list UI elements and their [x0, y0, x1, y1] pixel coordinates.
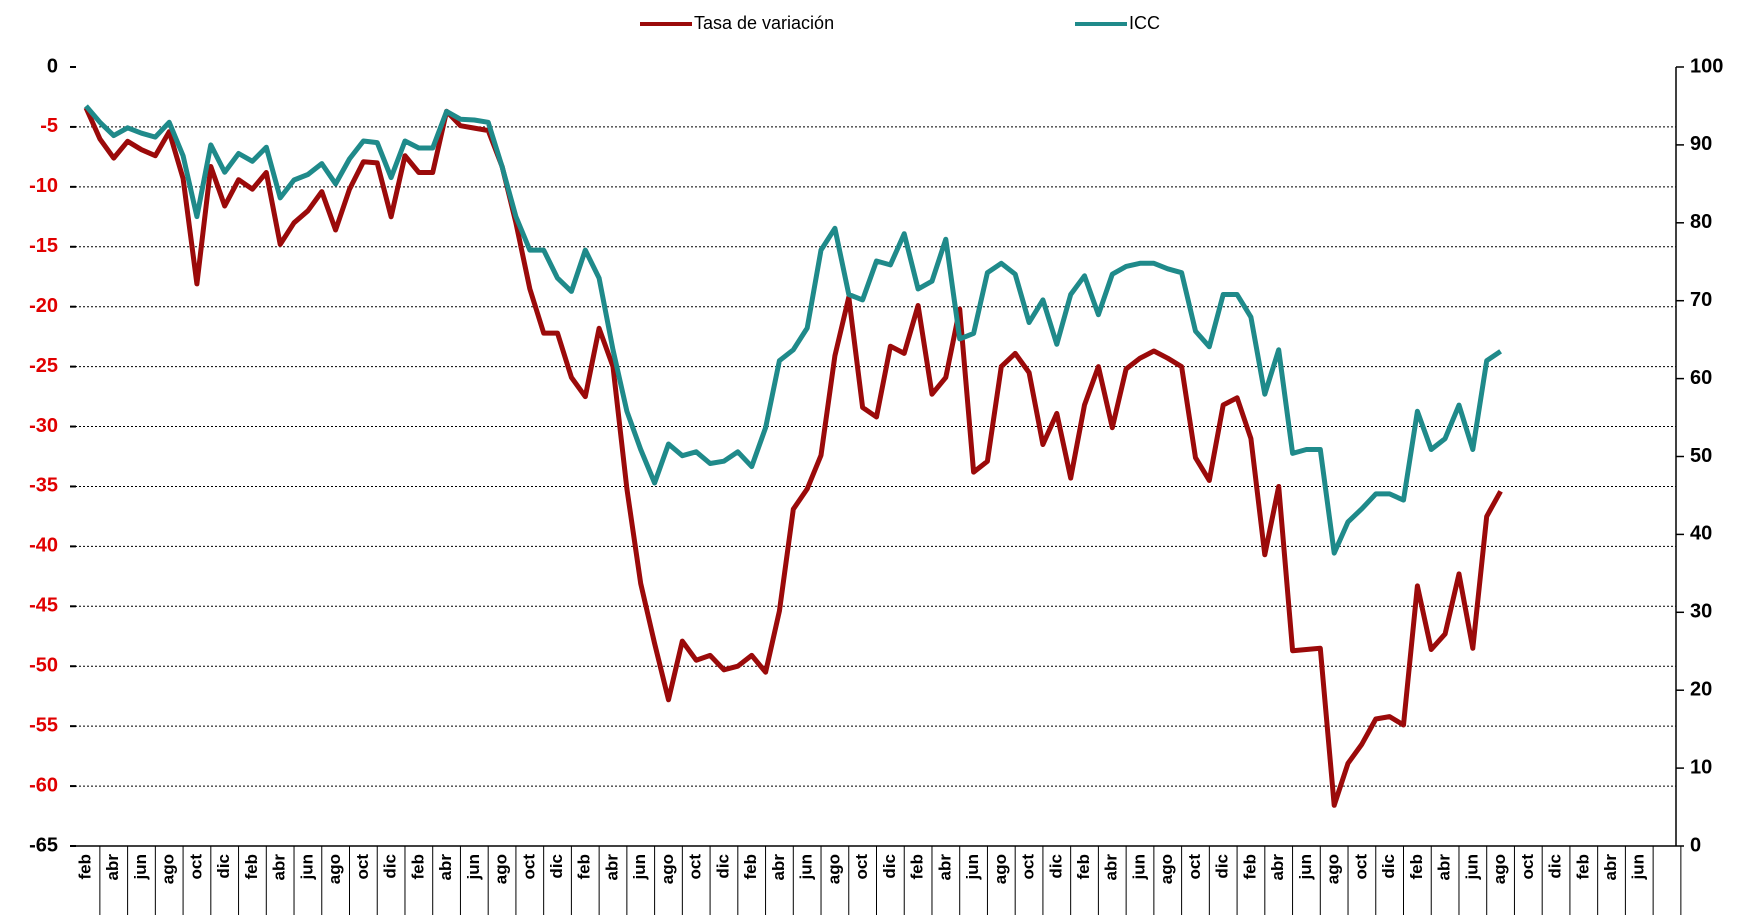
- x-tick-label: ago: [991, 854, 1010, 884]
- x-tick-label: ago: [1157, 854, 1176, 884]
- x-tick-label: oct: [1351, 854, 1370, 880]
- y-tick-label: -30: [29, 415, 58, 437]
- x-tick-label: ago: [824, 854, 843, 884]
- x-tick-label: abr: [270, 854, 289, 881]
- y-tick-label: -65: [29, 834, 58, 856]
- y-tick-label: -15: [29, 235, 58, 257]
- x-tick-label: oct: [1185, 854, 1204, 880]
- x-tick-label: dic: [880, 854, 899, 879]
- x-tick-label: jun: [1296, 854, 1315, 881]
- x-tick-label: abr: [103, 854, 122, 881]
- x-tick-label: jun: [797, 854, 816, 881]
- y2-tick-label: 80: [1690, 211, 1712, 233]
- x-tick-label: feb: [1074, 854, 1093, 880]
- x-tick-label: ago: [1490, 854, 1509, 884]
- y-tick-label: -55: [29, 714, 58, 736]
- legend-label: Tasa de variación: [694, 13, 834, 33]
- y2-tick-label: 100: [1690, 55, 1723, 77]
- x-tick-label: dic: [1046, 854, 1065, 879]
- x-tick-label: dic: [1546, 854, 1565, 879]
- x-tick-label: dic: [1213, 854, 1232, 879]
- y2-tick-label: 20: [1690, 678, 1712, 700]
- x-tick-label: abr: [1601, 854, 1620, 881]
- x-tick-label: abr: [1268, 854, 1287, 881]
- y2-tick-label: 70: [1690, 289, 1712, 311]
- y-tick-label: -10: [29, 175, 58, 197]
- x-tick-label: feb: [1573, 854, 1592, 880]
- x-tick-label: jun: [297, 854, 316, 881]
- y2-tick-label: 30: [1690, 601, 1712, 623]
- y-tick-label: -20: [29, 295, 58, 317]
- x-tick-label: abr: [436, 854, 455, 881]
- y-tick-label: -60: [29, 774, 58, 796]
- x-tick-label: jun: [1462, 854, 1481, 881]
- x-tick-label: oct: [186, 854, 205, 880]
- y-tick-label: -45: [29, 595, 58, 617]
- x-tick-label: jun: [131, 854, 150, 881]
- y-tick-label: -35: [29, 475, 58, 497]
- x-tick-label: ago: [658, 854, 677, 884]
- y-tick-label: 0: [47, 55, 58, 77]
- x-tick-label: feb: [908, 854, 927, 880]
- x-tick-label: jun: [464, 854, 483, 881]
- series-line: [84, 104, 1503, 556]
- x-tick-label: abr: [602, 854, 621, 881]
- legend-label: ICC: [1129, 13, 1160, 33]
- x-tick-label: dic: [1379, 854, 1398, 879]
- x-tick-label: oct: [353, 854, 372, 880]
- series-line: [83, 106, 1503, 808]
- x-tick-label: dic: [381, 854, 400, 879]
- x-tick-label: dic: [713, 854, 732, 879]
- y2-tick-label: 40: [1690, 523, 1712, 545]
- x-tick-label: ago: [1324, 854, 1343, 884]
- x-tick-label: abr: [935, 854, 954, 881]
- x-tick-label: feb: [1407, 854, 1426, 880]
- x-tick-label: jun: [963, 854, 982, 881]
- x-tick-label: oct: [686, 854, 705, 880]
- y2-tick-label: 90: [1690, 133, 1712, 155]
- x-tick-label: feb: [75, 854, 94, 880]
- x-tick-label: feb: [1240, 854, 1259, 880]
- x-tick-label: feb: [408, 854, 427, 880]
- x-tick-label: abr: [1435, 854, 1454, 881]
- x-tick-label: ago: [325, 854, 344, 884]
- x-tick-label: feb: [741, 854, 760, 880]
- x-tick-label: oct: [852, 854, 871, 880]
- y-tick-label: -40: [29, 535, 58, 557]
- x-tick-label: feb: [242, 854, 261, 880]
- y2-tick-label: 0: [1690, 834, 1701, 856]
- x-tick-label: dic: [214, 854, 233, 879]
- y2-tick-label: 10: [1690, 756, 1712, 778]
- y-tick-label: -5: [40, 115, 58, 137]
- x-tick-label: feb: [575, 854, 594, 880]
- x-tick-label: oct: [1019, 854, 1038, 880]
- y-tick-label: -25: [29, 355, 58, 377]
- x-tick-label: jun: [630, 854, 649, 881]
- x-tick-label: abr: [1102, 854, 1121, 881]
- x-tick-label: ago: [492, 854, 511, 884]
- x-tick-label: abr: [769, 854, 788, 881]
- y2-tick-label: 50: [1690, 445, 1712, 467]
- x-tick-label: oct: [519, 854, 538, 880]
- x-tick-label: ago: [159, 854, 178, 884]
- x-tick-label: dic: [547, 854, 566, 879]
- y2-tick-label: 60: [1690, 367, 1712, 389]
- x-tick-label: jun: [1129, 854, 1148, 881]
- x-tick-label: jun: [1629, 854, 1648, 881]
- y-tick-label: -50: [29, 655, 58, 677]
- x-tick-label: oct: [1518, 854, 1537, 880]
